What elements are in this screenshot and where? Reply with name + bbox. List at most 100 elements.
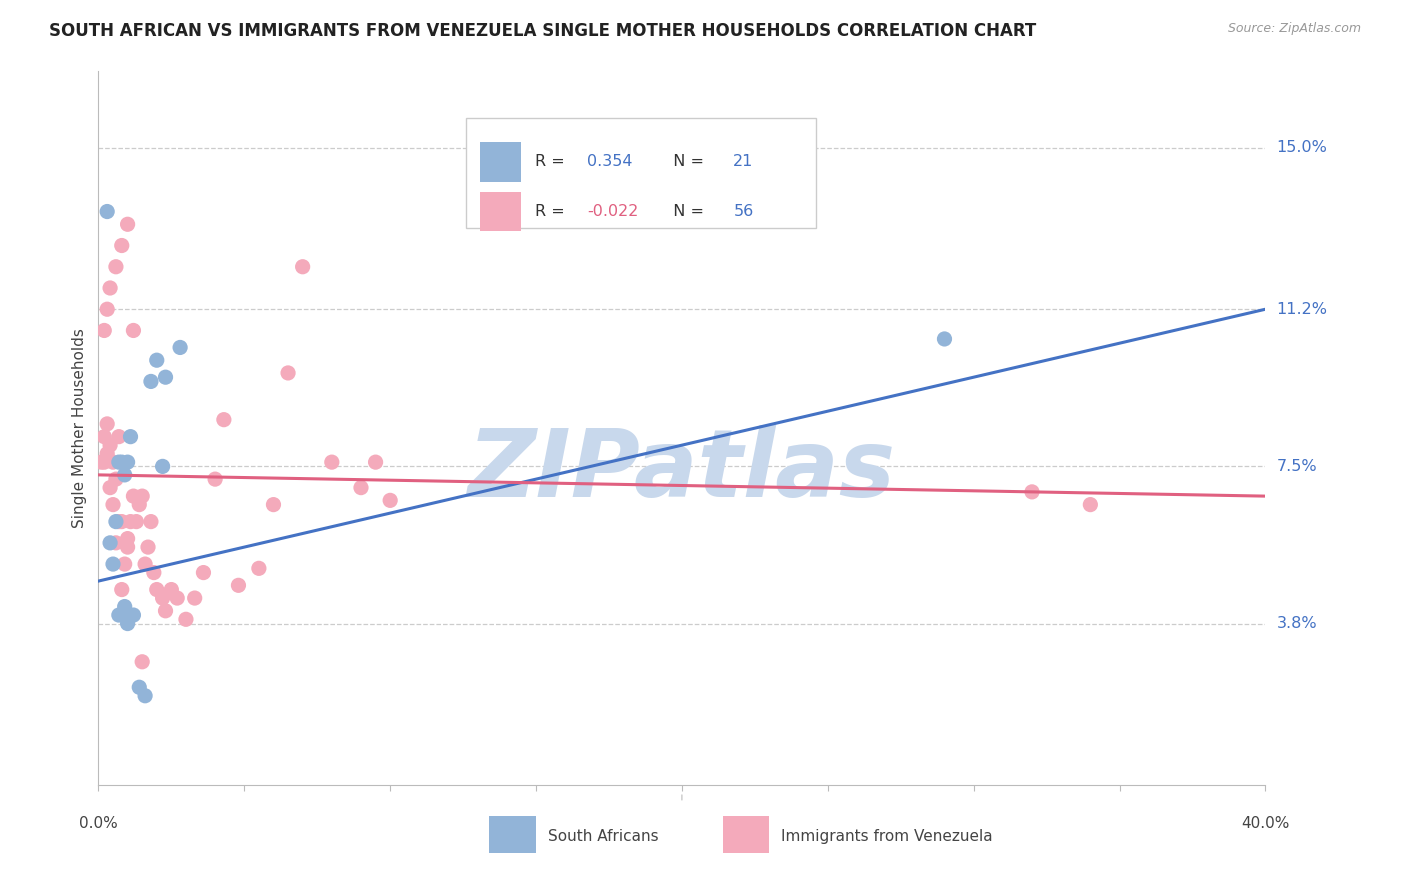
Point — [174, 612, 197, 626]
Point — [277, 366, 299, 380]
Point — [111, 515, 134, 529]
Point — [125, 515, 148, 529]
Point — [117, 455, 139, 469]
Point — [131, 489, 153, 503]
Text: SOUTH AFRICAN VS IMMIGRANTS FROM VENEZUELA SINGLE MOTHER HOUSEHOLDS CORRELATION : SOUTH AFRICAN VS IMMIGRANTS FROM VENEZUE… — [49, 22, 1036, 40]
Point — [142, 566, 165, 580]
Point — [120, 515, 142, 529]
Text: Immigrants from Venezuela: Immigrants from Venezuela — [782, 829, 993, 844]
Point — [111, 238, 134, 252]
Point — [96, 417, 118, 431]
Point — [146, 582, 169, 597]
Text: Source: ZipAtlas.com: Source: ZipAtlas.com — [1227, 22, 1361, 36]
Point — [212, 412, 235, 426]
Text: 40.0%: 40.0% — [1241, 815, 1289, 830]
Point — [120, 430, 142, 444]
Text: ZIPatlas: ZIPatlas — [468, 425, 896, 517]
Point — [114, 599, 136, 614]
Text: N =: N = — [664, 204, 710, 219]
Point — [117, 616, 139, 631]
Text: 56: 56 — [734, 204, 754, 219]
Point — [93, 323, 115, 337]
Point — [139, 375, 162, 389]
Point — [93, 430, 115, 444]
Point — [134, 689, 156, 703]
Text: N =: N = — [664, 154, 710, 169]
Point — [380, 493, 402, 508]
Y-axis label: Single Mother Households: Single Mother Households — [72, 328, 87, 528]
Point — [104, 536, 127, 550]
Point — [104, 472, 127, 486]
Point — [364, 455, 387, 469]
Text: 3.8%: 3.8% — [1277, 616, 1317, 631]
Point — [90, 455, 112, 469]
Point — [1080, 498, 1102, 512]
Text: -0.022: -0.022 — [588, 204, 638, 219]
Point — [291, 260, 314, 274]
Point — [131, 655, 153, 669]
Text: 0.0%: 0.0% — [79, 815, 118, 830]
Point — [98, 281, 121, 295]
Point — [117, 217, 139, 231]
Text: R =: R = — [534, 154, 569, 169]
Point — [98, 438, 121, 452]
Point — [98, 481, 121, 495]
Point — [152, 591, 174, 605]
Point — [134, 557, 156, 571]
Point — [204, 472, 226, 486]
Text: 21: 21 — [734, 154, 754, 169]
Point — [169, 341, 191, 355]
Text: 15.0%: 15.0% — [1277, 140, 1327, 155]
Text: 0.354: 0.354 — [588, 154, 633, 169]
Point — [93, 455, 115, 469]
Point — [122, 489, 145, 503]
Point — [101, 498, 124, 512]
Point — [155, 604, 177, 618]
Point — [98, 536, 121, 550]
Point — [1021, 484, 1043, 499]
Point — [117, 540, 139, 554]
Text: 7.5%: 7.5% — [1277, 458, 1317, 474]
FancyBboxPatch shape — [479, 143, 520, 182]
Point — [155, 370, 177, 384]
Point — [183, 591, 205, 605]
Point — [136, 540, 159, 554]
FancyBboxPatch shape — [723, 815, 769, 853]
Point — [96, 302, 118, 317]
FancyBboxPatch shape — [479, 192, 520, 231]
Text: 11.2%: 11.2% — [1277, 301, 1327, 317]
Point — [104, 260, 127, 274]
Point — [160, 582, 183, 597]
Point — [117, 532, 139, 546]
FancyBboxPatch shape — [489, 815, 536, 853]
Point — [96, 447, 118, 461]
Point — [139, 515, 162, 529]
Point — [114, 557, 136, 571]
Point — [228, 578, 250, 592]
Point — [101, 455, 124, 469]
Point — [111, 455, 134, 469]
Point — [114, 467, 136, 482]
Point — [128, 498, 150, 512]
Point — [247, 561, 270, 575]
Point — [146, 353, 169, 368]
Point — [262, 498, 284, 512]
Text: South Africans: South Africans — [548, 829, 658, 844]
Point — [122, 608, 145, 623]
Point — [122, 323, 145, 337]
Point — [321, 455, 343, 469]
Point — [111, 582, 134, 597]
Point — [104, 515, 127, 529]
Point — [193, 566, 215, 580]
Point — [350, 481, 373, 495]
Point — [96, 204, 118, 219]
Point — [108, 430, 131, 444]
Point — [108, 455, 131, 469]
Point — [152, 459, 174, 474]
Point — [108, 515, 131, 529]
Point — [128, 680, 150, 694]
Point — [934, 332, 956, 346]
Point — [101, 557, 124, 571]
FancyBboxPatch shape — [465, 118, 815, 228]
Point — [108, 608, 131, 623]
